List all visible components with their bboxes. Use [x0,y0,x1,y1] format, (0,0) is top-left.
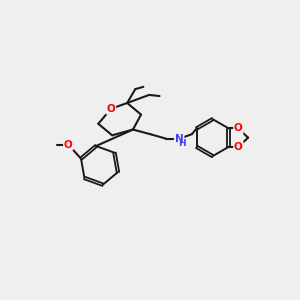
Text: O: O [234,123,243,134]
Text: O: O [106,104,116,114]
Text: O: O [64,140,73,150]
Text: O: O [234,142,243,152]
Text: N: N [175,134,184,144]
Text: H: H [178,140,186,148]
